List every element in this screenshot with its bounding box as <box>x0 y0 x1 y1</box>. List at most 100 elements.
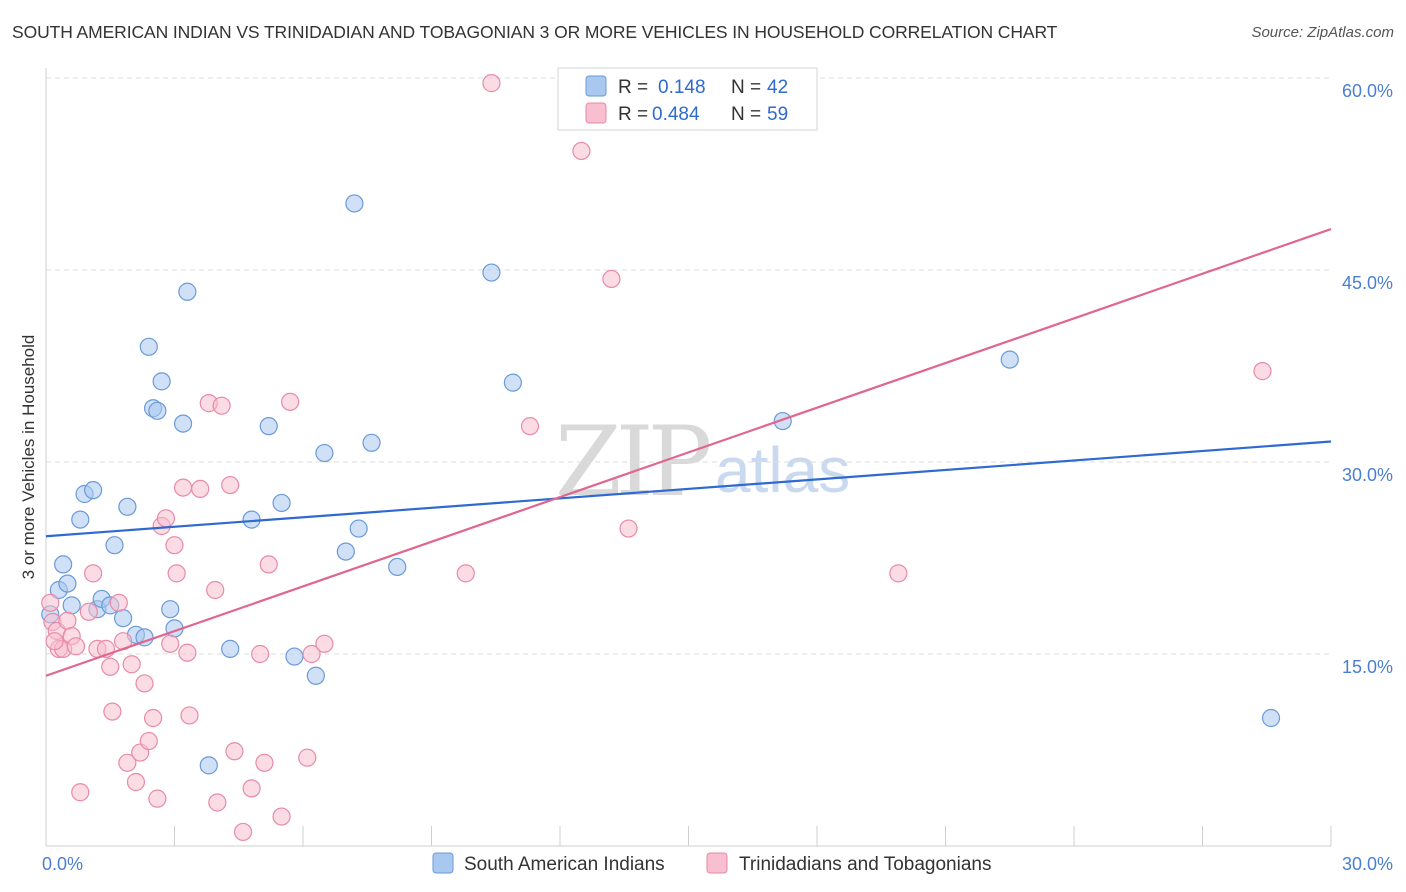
point-pink-21 <box>135 674 154 693</box>
legend-r-value-blue: 0.148 <box>658 77 706 98</box>
point-pink-47 <box>298 748 317 767</box>
x-tick-label-max: 30.0% <box>1342 854 1393 874</box>
legend-n-value-pink: 59 <box>767 104 788 125</box>
point-blue-2 <box>54 555 73 574</box>
point-blue-23 <box>178 282 197 301</box>
point-blue-34 <box>345 194 364 213</box>
point-pink-37 <box>212 396 231 415</box>
point-blue-12 <box>113 609 133 628</box>
point-blue-11 <box>105 536 124 555</box>
point-pink-53 <box>602 269 621 289</box>
point-pink-35 <box>206 580 225 600</box>
point-pink-31 <box>178 643 197 662</box>
point-pink-56 <box>1253 362 1272 381</box>
point-pink-45 <box>272 807 291 826</box>
point-blue-33 <box>349 519 368 538</box>
point-pink-27 <box>161 634 180 653</box>
point-pink-8 <box>71 783 90 802</box>
y-axis-title: 3 or more Vehicles in Household <box>19 335 38 580</box>
stats-legend: R = 0.148 N = 42 R = 0.484 N = 59 <box>557 67 818 131</box>
point-pink-28 <box>165 536 184 555</box>
point-pink-24 <box>148 789 167 808</box>
legend-swatch-pink <box>585 102 607 124</box>
point-blue-35 <box>362 433 381 452</box>
source-label: Source: ZipAtlas.com <box>1251 24 1394 41</box>
legend-r-value-pink: 0.484 <box>652 104 700 125</box>
point-pink-36 <box>208 793 227 812</box>
point-blue-38 <box>503 373 522 392</box>
point-blue-31 <box>315 443 334 463</box>
point-pink-48 <box>302 644 321 664</box>
trend-line-pink <box>45 228 1332 677</box>
legend-r-label-blue: R = <box>618 77 648 98</box>
legend-n-label-blue: N = <box>731 77 761 98</box>
point-pink-18 <box>122 655 141 674</box>
point-blue-4 <box>62 596 81 615</box>
point-blue-39 <box>773 411 792 431</box>
point-pink-52 <box>572 141 591 161</box>
point-pink-22 <box>139 731 158 751</box>
point-pink-33 <box>191 479 210 498</box>
y-tick-label-15: 15.0% <box>1342 657 1393 677</box>
point-blue-32 <box>336 542 355 561</box>
legend-r-label-pink: R = <box>618 104 648 125</box>
point-blue-29 <box>285 647 304 666</box>
point-blue-19 <box>152 372 171 391</box>
point-pink-17 <box>118 753 137 772</box>
point-pink-40 <box>233 822 253 842</box>
point-blue-37 <box>482 263 501 282</box>
point-blue-25 <box>221 639 240 658</box>
legend-n-label-pink: N = <box>731 104 761 125</box>
bottom-legend-label-pink: Trinidadians and Tobagonians <box>739 854 991 875</box>
point-pink-13 <box>101 657 120 676</box>
point-pink-0 <box>41 593 60 612</box>
point-pink-7 <box>66 637 86 656</box>
x-tick-label-min: 0.0% <box>42 854 83 874</box>
point-blue-22 <box>173 414 193 433</box>
bottom-legend-swatch-blue <box>432 852 454 874</box>
point-pink-44 <box>259 555 278 574</box>
series-legend: South American Indians Trinidadians and … <box>432 852 991 875</box>
point-blue-36 <box>388 557 407 577</box>
point-blue-7 <box>84 481 103 500</box>
point-pink-49 <box>315 634 334 653</box>
series-trinidadians-and-tobagonians <box>41 74 1272 842</box>
point-blue-13 <box>118 497 137 516</box>
point-blue-40 <box>1000 350 1019 369</box>
watermark-atlas: atlas <box>715 434 850 506</box>
point-pink-29 <box>167 564 186 583</box>
point-blue-41 <box>1261 708 1281 728</box>
point-pink-32 <box>180 706 199 725</box>
grid-lines <box>46 77 1331 655</box>
bottom-legend-swatch-pink <box>706 852 728 874</box>
point-pink-38 <box>221 475 240 495</box>
point-blue-16 <box>139 337 158 356</box>
point-blue-24 <box>199 756 218 775</box>
bottom-legend-label-blue: South American Indians <box>464 854 665 875</box>
point-pink-15 <box>109 593 128 612</box>
point-pink-26 <box>156 509 176 528</box>
trend-line-blue <box>45 440 1332 538</box>
legend-n-value-blue: 42 <box>767 77 788 98</box>
point-pink-10 <box>84 564 103 583</box>
point-blue-5 <box>71 510 90 529</box>
point-blue-30 <box>306 666 325 685</box>
point-blue-15 <box>135 628 154 647</box>
point-pink-51 <box>520 417 540 436</box>
point-pink-5 <box>58 611 77 630</box>
point-pink-58 <box>45 632 64 651</box>
y-tick-label-60: 60.0% <box>1342 81 1393 101</box>
point-pink-55 <box>889 564 908 583</box>
point-blue-3 <box>58 574 77 593</box>
point-blue-18 <box>148 401 167 420</box>
point-pink-42 <box>251 644 270 664</box>
trend-lines <box>45 228 1332 677</box>
point-pink-14 <box>103 702 122 721</box>
series-south-american-indians <box>41 194 1281 775</box>
point-pink-46 <box>281 392 300 411</box>
legend-swatch-blue <box>585 75 607 97</box>
point-pink-19 <box>126 772 146 792</box>
point-blue-27 <box>259 417 278 436</box>
chart-title: SOUTH AMERICAN INDIAN VS TRINIDADIAN AND… <box>12 22 1058 42</box>
